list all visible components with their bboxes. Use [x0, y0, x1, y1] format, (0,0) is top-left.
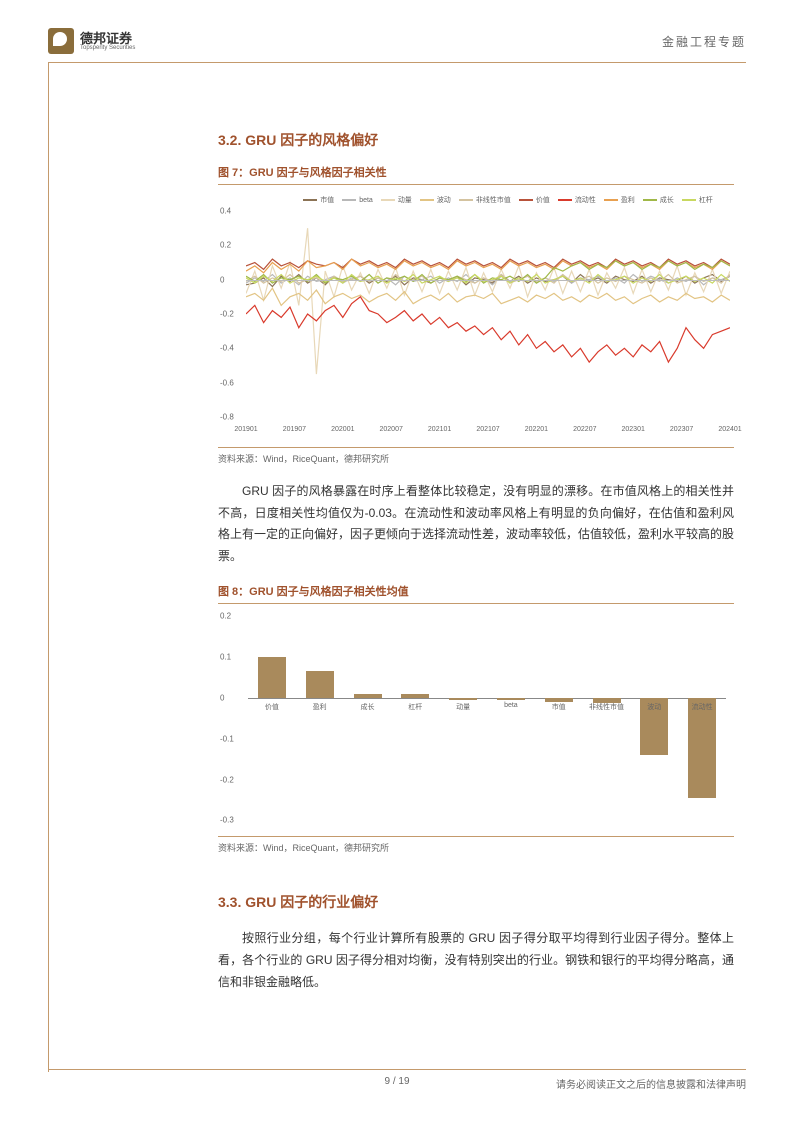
- figure-8-title: 图 8：GRU 因子与风格因子相关性均值: [218, 583, 734, 604]
- page-number: 9 / 19: [384, 1076, 409, 1087]
- figure-7-chart: 市值beta动量波动非线性市值价值流动性盈利成长杠杆 -0.8-0.6-0.4-…: [218, 191, 734, 441]
- section-3-3-heading: 3.3. GRU 因子的行业偏好: [218, 892, 734, 912]
- bar-category-label: 波动: [647, 702, 661, 712]
- figure-7-source: 资料来源：Wind，RiceQuant，德邦研究所: [218, 447, 734, 465]
- y-tick: 0.1: [220, 653, 231, 662]
- bar-category-label: 成长: [361, 702, 375, 712]
- bar-category-label: 市值: [552, 702, 566, 712]
- figure-7-title: 图 7：GRU 因子与风格因子相关性: [218, 164, 734, 185]
- y-tick: -0.1: [220, 734, 234, 743]
- paragraph-1: GRU 因子的风格暴露在时序上看整体比较稳定，没有明显的漂移。在市值风格上的相关…: [218, 481, 734, 567]
- bar: [449, 698, 477, 700]
- y-tick: -0.2: [220, 775, 234, 784]
- bar-category-label: 动量: [456, 702, 470, 712]
- x-tick: 202307: [670, 426, 693, 433]
- y-tick: 0: [220, 693, 224, 702]
- main-content: 3.2. GRU 因子的风格偏好 图 7：GRU 因子与风格因子相关性 市值 be…: [218, 130, 734, 1009]
- x-tick: 202101: [428, 426, 451, 433]
- bar-category-label: 盈利: [313, 702, 327, 712]
- x-tick: 202401: [718, 426, 741, 433]
- x-tick: 202001: [331, 426, 354, 433]
- figure-8-chart: -0.3 -0.2 -0.1 0 0.1 0.2 价值 盈利 成长 杠杆 动量 beta 市值 非线性市值…: [218, 610, 734, 830]
- footer-disclaimer: 请务必阅读正文之后的信息披露和法律声明: [556, 1076, 746, 1091]
- series-line-波动: [246, 288, 730, 305]
- logo-block: 德邦证券 Topsperity Securities: [48, 28, 135, 54]
- y-tick: -0.4: [220, 344, 234, 353]
- doc-category: 金融工程专题: [662, 33, 746, 50]
- page-header: 德邦证券 Topsperity Securities 金融工程专题: [48, 28, 746, 54]
- bar: [688, 698, 716, 798]
- x-tick: 202107: [476, 426, 499, 433]
- page-footer: 9 / 19 请务必阅读正文之后的信息披露和法律声明: [48, 1069, 746, 1091]
- bar-category-label: beta: [504, 702, 518, 709]
- y-tick: -0.6: [220, 378, 234, 387]
- left-margin-rule: [48, 62, 49, 1072]
- x-tick: 202201: [525, 426, 548, 433]
- x-tick: 201901: [234, 426, 257, 433]
- company-name: 德邦证券: [80, 32, 135, 45]
- bar-category-label: 流动性: [692, 702, 713, 712]
- series-line-动量: [246, 228, 730, 374]
- y-tick: 0: [220, 275, 224, 284]
- x-tick: 202007: [380, 426, 403, 433]
- figure-8-source: 资料来源：Wind，RiceQuant，德邦研究所: [218, 836, 734, 854]
- bar-category-label: 非线性市值: [589, 702, 624, 712]
- bar-category-label: 杠杆: [408, 702, 422, 712]
- company-name-en: Topsperity Securities: [80, 45, 135, 51]
- paragraph-2: 按照行业分组，每个行业计算所有股票的 GRU 因子得分取平均得到行业因子得分。整…: [218, 928, 734, 993]
- y-tick: -0.8: [220, 413, 234, 422]
- company-logo-icon: [48, 28, 74, 54]
- y-tick: -0.3: [220, 816, 234, 825]
- bar: [258, 657, 286, 698]
- x-tick: 201907: [283, 426, 306, 433]
- y-tick: 0.2: [220, 612, 231, 621]
- header-rule: [48, 62, 746, 63]
- bar: [354, 694, 382, 698]
- bar-category-label: 价值: [265, 702, 279, 712]
- bar: [401, 694, 429, 698]
- y-tick: 0.4: [220, 207, 231, 216]
- bar: [306, 671, 334, 698]
- section-3-2-heading: 3.2. GRU 因子的风格偏好: [218, 130, 734, 150]
- x-tick: 202301: [622, 426, 645, 433]
- x-tick: 202207: [573, 426, 596, 433]
- bar: [497, 698, 525, 700]
- y-tick: 0.2: [220, 241, 231, 250]
- y-tick: -0.2: [220, 310, 234, 319]
